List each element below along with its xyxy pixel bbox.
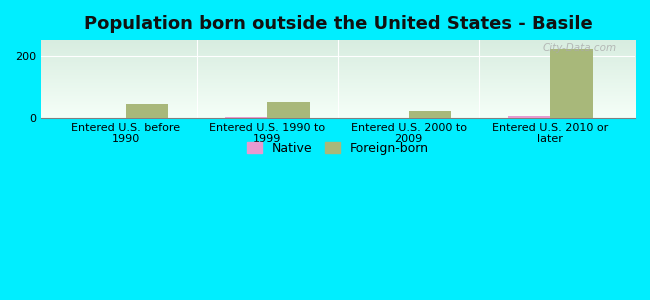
Title: Population born outside the United States - Basile: Population born outside the United State… <box>84 15 592 33</box>
Bar <box>409 111 451 118</box>
Text: City-Data.com: City-Data.com <box>543 43 618 53</box>
Bar <box>508 116 550 118</box>
Bar <box>126 104 168 118</box>
Bar <box>267 102 309 118</box>
Bar <box>550 50 593 118</box>
Legend: Native, Foreign-born: Native, Foreign-born <box>242 137 434 160</box>
Bar <box>225 117 267 118</box>
